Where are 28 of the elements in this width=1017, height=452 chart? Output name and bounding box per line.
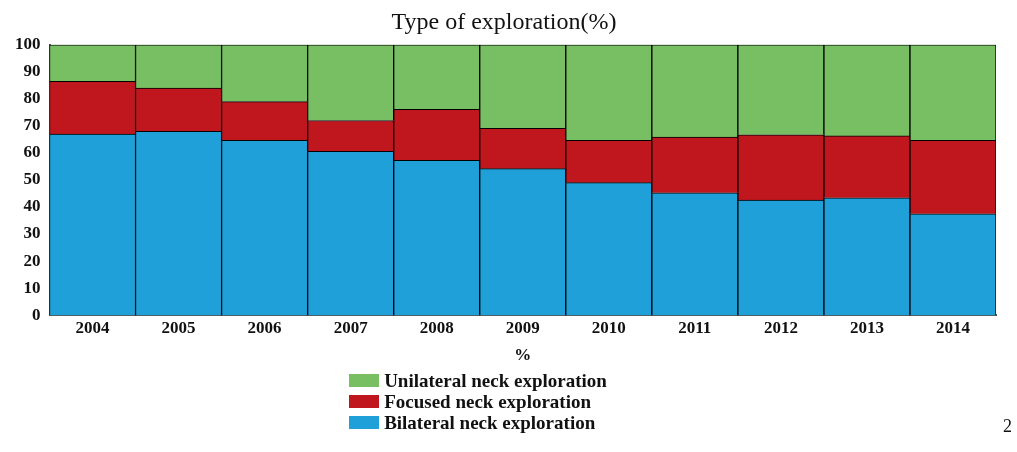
x-tick-label: 2007 xyxy=(333,317,369,337)
x-axis-title: % xyxy=(514,345,532,365)
x-tick-label: 2013 xyxy=(849,317,884,337)
x-tick-label: 2004 xyxy=(75,317,111,337)
x-tick-label: 2011 xyxy=(678,317,712,337)
y-tick-label: 0 xyxy=(32,304,41,324)
y-tick-label: 100 xyxy=(15,34,41,54)
legend-label: Bilateral neck exploration xyxy=(384,412,596,433)
legend-label: Focused neck exploration xyxy=(384,391,592,412)
x-tick-label: 2008 xyxy=(419,317,454,337)
y-tick-label: 90 xyxy=(23,61,41,81)
y-tick-label: 30 xyxy=(23,223,41,243)
x-tick-label: 2006 xyxy=(247,317,282,337)
x-tick-label: 2005 xyxy=(161,317,196,337)
x-tick-label: 2010 xyxy=(591,317,626,337)
y-tick-label: 40 xyxy=(23,196,41,216)
x-tick-label: 2009 xyxy=(505,317,540,337)
y-tick-label: 50 xyxy=(23,169,41,189)
y-tick-label: 70 xyxy=(23,115,41,135)
x-tick-label: 2014 xyxy=(935,317,971,337)
y-tick-label: 10 xyxy=(23,277,41,297)
chart-title: Type of exploration(%) xyxy=(391,7,617,34)
text: 2 xyxy=(1003,416,1012,437)
legend-label: Unilateral neck exploration xyxy=(384,370,607,391)
y-tick-label: 80 xyxy=(23,88,41,108)
y-tick-label: 20 xyxy=(23,250,41,270)
x-tick-label: 2012 xyxy=(763,317,798,337)
y-tick-label: 60 xyxy=(23,142,41,162)
